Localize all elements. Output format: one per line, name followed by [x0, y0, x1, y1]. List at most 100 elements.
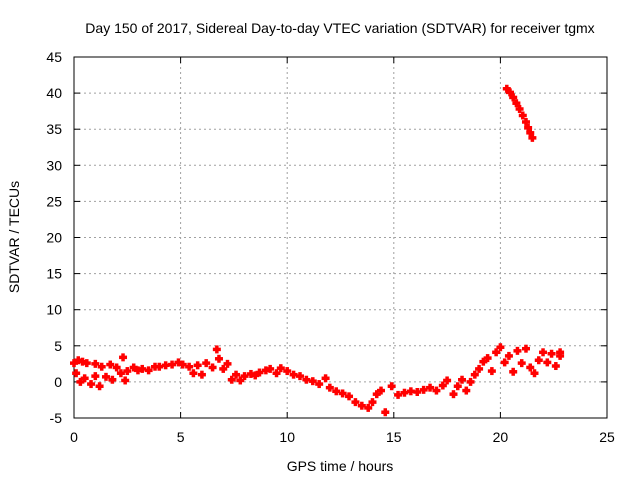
data-point: [255, 368, 264, 377]
data-series: [70, 84, 565, 417]
data-point: [364, 403, 373, 412]
grid-lines: [74, 57, 607, 418]
data-point: [547, 349, 556, 358]
data-point: [556, 348, 565, 357]
data-point: [528, 133, 537, 142]
data-point: [487, 367, 496, 376]
data-point: [345, 392, 354, 401]
data-point: [505, 88, 514, 97]
chart-title: Day 150 of 2017, Sidereal Day-to-day VTE…: [85, 20, 594, 36]
y-tick-label: 30: [46, 157, 62, 173]
data-point: [509, 93, 518, 102]
y-tick-label: 0: [54, 374, 62, 390]
data-point: [377, 386, 386, 395]
y-tick-label: 5: [54, 338, 62, 354]
data-point: [543, 358, 552, 367]
data-point: [80, 374, 89, 383]
data-point: [513, 346, 522, 355]
data-point: [338, 389, 347, 398]
data-point: [512, 99, 521, 108]
data-point: [91, 372, 100, 381]
x-tick-label: 15: [386, 429, 402, 445]
data-point: [108, 375, 117, 384]
x-tick-label: 5: [177, 429, 185, 445]
data-point: [432, 386, 441, 395]
data-point: [332, 387, 341, 396]
x-axis-label: GPS time / hours: [287, 458, 394, 474]
data-point: [101, 372, 110, 381]
x-tick-label: 20: [493, 429, 509, 445]
x-tick-label: 0: [70, 429, 78, 445]
data-point: [223, 359, 232, 368]
data-point: [106, 360, 115, 369]
data-point: [524, 123, 533, 132]
data-point: [283, 367, 292, 376]
data-point: [87, 380, 96, 389]
data-point: [276, 364, 285, 373]
data-point: [123, 367, 132, 376]
data-point: [82, 359, 91, 368]
data-point: [419, 385, 428, 394]
data-point: [72, 369, 81, 378]
data-point: [387, 382, 396, 391]
data-point: [144, 366, 153, 375]
data-point: [119, 353, 128, 362]
data-point: [413, 388, 422, 397]
y-tick-label: 10: [46, 302, 62, 318]
data-point: [232, 370, 241, 379]
data-point: [458, 375, 467, 384]
data-point: [197, 370, 206, 379]
axis-ticks: 0 5 10 15 20 25 -5 0 5 10 15 20 25 30 35 40 45: [46, 49, 615, 445]
data-point: [509, 367, 518, 376]
data-point: [539, 348, 548, 357]
data-point: [178, 360, 187, 369]
data-point: [112, 363, 121, 372]
data-point: [295, 372, 304, 381]
data-point: [321, 374, 330, 383]
data-point: [518, 111, 527, 120]
data-point: [368, 398, 377, 407]
data-point: [426, 383, 435, 392]
data-point: [438, 381, 447, 390]
data-point: [308, 377, 317, 386]
data-point: [526, 128, 535, 137]
data-point: [500, 358, 509, 367]
data-point: [95, 382, 104, 391]
data-point: [496, 343, 505, 352]
y-tick-label: 45: [46, 49, 62, 65]
x-tick-label: 25: [599, 429, 615, 445]
data-point: [515, 104, 524, 113]
data-point: [462, 386, 471, 395]
data-point: [240, 372, 249, 381]
data-point: [351, 398, 360, 407]
data-point: [121, 376, 130, 385]
data-point: [208, 363, 217, 372]
data-point: [227, 375, 236, 384]
data-point: [381, 408, 390, 417]
data-point: [517, 359, 526, 368]
data-point: [475, 364, 484, 373]
data-point: [325, 383, 334, 392]
y-axis-label: SDTVAR / TECUs: [6, 181, 22, 293]
data-point: [504, 351, 513, 360]
data-point: [97, 362, 106, 371]
data-point: [91, 359, 100, 368]
data-point: [189, 369, 198, 378]
x-tick-label: 10: [279, 429, 295, 445]
data-point: [453, 382, 462, 391]
data-point: [551, 362, 560, 371]
y-tick-label: 35: [46, 121, 62, 137]
data-point: [193, 361, 202, 370]
data-point: [521, 117, 530, 126]
data-point: [530, 369, 539, 378]
data-point: [526, 363, 535, 372]
data-point: [236, 376, 245, 385]
data-point: [212, 345, 221, 354]
y-tick-label: 25: [46, 193, 62, 209]
data-point: [470, 370, 479, 379]
data-point: [116, 369, 125, 378]
data-point: [492, 348, 501, 357]
data-point: [219, 364, 228, 373]
data-point: [534, 356, 543, 365]
